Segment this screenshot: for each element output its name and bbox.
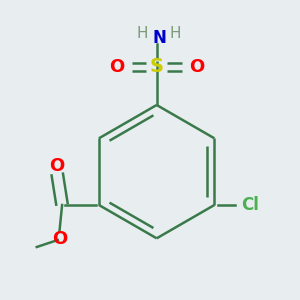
Text: O: O — [189, 58, 204, 76]
Text: H: H — [137, 26, 148, 41]
Text: O: O — [109, 58, 124, 76]
Text: O: O — [52, 230, 67, 248]
Text: O: O — [50, 157, 65, 175]
Text: Cl: Cl — [241, 196, 259, 214]
Text: N: N — [152, 29, 166, 47]
Text: H: H — [169, 26, 181, 41]
Text: S: S — [150, 57, 164, 76]
